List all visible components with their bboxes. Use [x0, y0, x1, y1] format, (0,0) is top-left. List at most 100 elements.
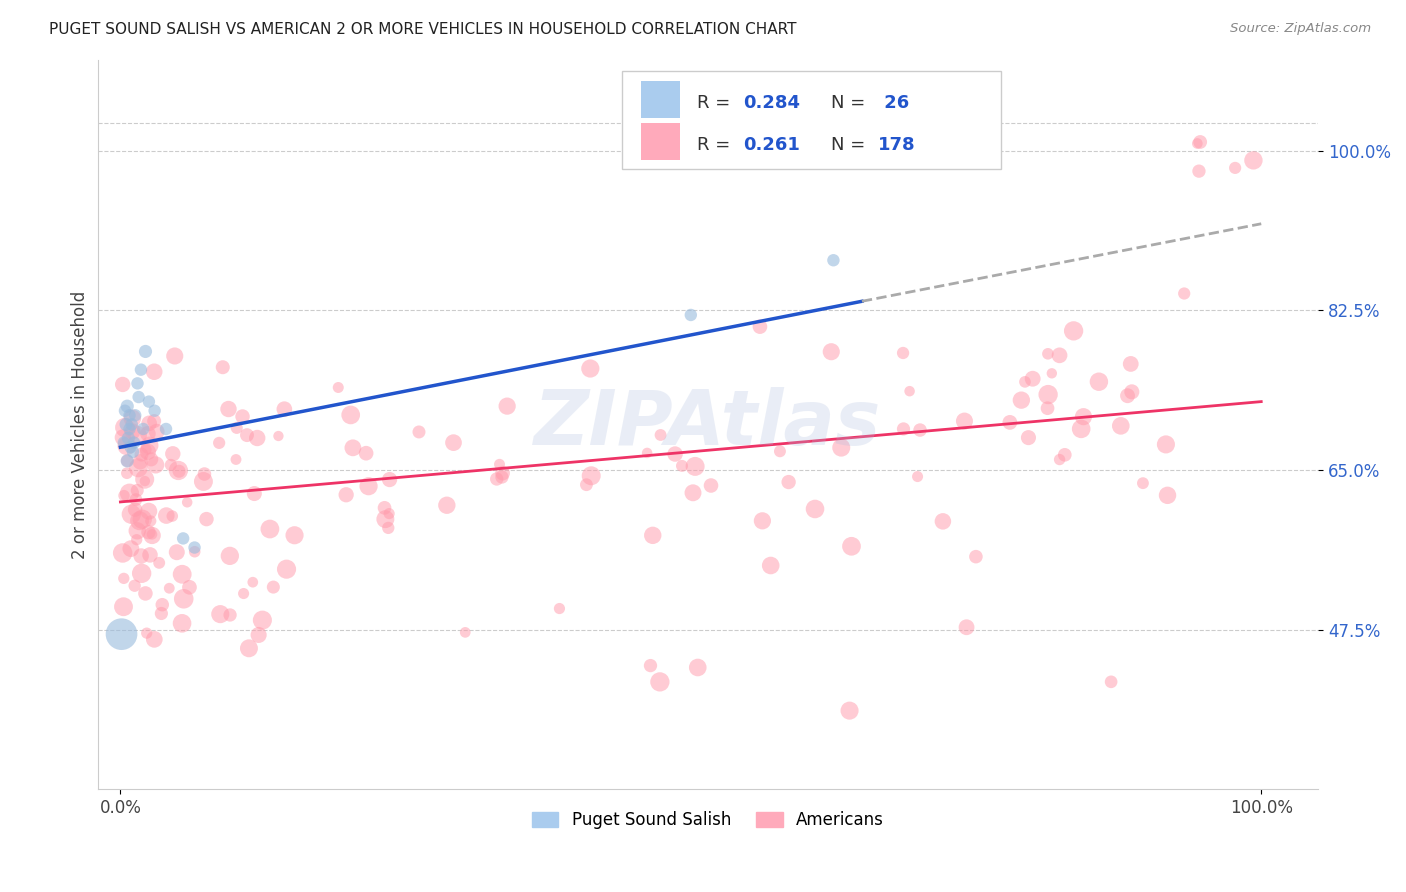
Point	[193, 467, 215, 481]
Point	[267, 429, 290, 443]
Point	[176, 495, 198, 509]
Point	[488, 458, 510, 472]
Point	[120, 440, 142, 454]
Point	[209, 607, 232, 621]
Point	[139, 514, 162, 528]
Point	[211, 360, 233, 375]
Point	[374, 512, 396, 526]
Point	[167, 463, 190, 477]
Point	[132, 422, 155, 436]
Point	[491, 470, 513, 484]
Point	[1187, 136, 1209, 151]
Point	[121, 411, 143, 425]
Point	[242, 575, 264, 590]
Point	[1099, 674, 1122, 689]
Point	[759, 558, 782, 573]
Point	[111, 377, 134, 392]
Point	[114, 403, 136, 417]
Point	[1223, 161, 1246, 175]
Point	[955, 620, 977, 634]
Point	[179, 580, 201, 594]
Point	[579, 361, 602, 376]
Point	[641, 528, 664, 542]
Point	[134, 472, 156, 486]
Point	[335, 488, 357, 502]
Point	[1073, 409, 1095, 424]
Point	[111, 546, 134, 560]
Point	[408, 425, 430, 439]
Point	[238, 641, 260, 656]
Point	[342, 441, 364, 455]
Point	[129, 362, 152, 376]
Point	[273, 402, 295, 417]
Point	[830, 441, 852, 455]
Point	[219, 607, 242, 622]
Point	[218, 402, 240, 417]
Point	[112, 435, 135, 450]
Point	[965, 549, 987, 564]
Point	[700, 478, 723, 492]
Point	[236, 428, 259, 442]
Y-axis label: 2 or more Vehicles in Household: 2 or more Vehicles in Household	[72, 290, 89, 558]
Point	[1049, 452, 1071, 467]
Point	[1017, 431, 1039, 445]
Point	[259, 522, 281, 536]
Point	[769, 444, 792, 458]
Point	[1010, 393, 1032, 408]
Point	[172, 567, 194, 582]
Point	[891, 346, 914, 360]
Point	[143, 365, 166, 379]
Point	[172, 532, 194, 546]
Point	[778, 475, 800, 489]
Point	[118, 486, 141, 500]
Point	[378, 473, 401, 487]
Point	[823, 253, 845, 268]
Point	[166, 545, 188, 559]
Point	[141, 452, 163, 467]
Point	[243, 486, 266, 500]
Point	[998, 416, 1021, 430]
Point	[122, 444, 145, 458]
Point	[496, 399, 519, 413]
Point	[283, 528, 305, 542]
Point	[893, 422, 915, 436]
Point	[195, 512, 218, 526]
Point	[671, 458, 693, 473]
Point	[454, 625, 477, 640]
Point	[232, 586, 254, 600]
Point	[115, 454, 138, 468]
Point	[679, 308, 702, 322]
FancyBboxPatch shape	[623, 70, 1001, 169]
Point	[838, 704, 860, 718]
Point	[1070, 422, 1092, 436]
Point	[1119, 357, 1142, 371]
Point	[112, 599, 135, 614]
Point	[135, 626, 157, 640]
Point	[953, 414, 976, 428]
Point	[160, 458, 183, 472]
Point	[443, 435, 465, 450]
Point	[120, 541, 142, 556]
Point	[579, 468, 602, 483]
Point	[131, 566, 153, 581]
Point	[328, 380, 350, 394]
Point	[121, 425, 143, 439]
Point	[143, 632, 166, 647]
Point	[276, 562, 298, 576]
Point	[162, 447, 184, 461]
Point	[664, 447, 686, 461]
Text: 178: 178	[877, 136, 915, 154]
Point	[1063, 324, 1085, 338]
Point	[378, 507, 401, 521]
Point	[143, 403, 166, 417]
Point	[1109, 418, 1132, 433]
Point	[339, 408, 361, 422]
Text: R =: R =	[697, 136, 735, 154]
Point	[139, 548, 162, 562]
Point	[115, 399, 138, 413]
Point	[354, 446, 377, 460]
Point	[124, 579, 146, 593]
Point	[648, 674, 671, 689]
Point	[252, 613, 274, 627]
FancyBboxPatch shape	[641, 81, 681, 118]
